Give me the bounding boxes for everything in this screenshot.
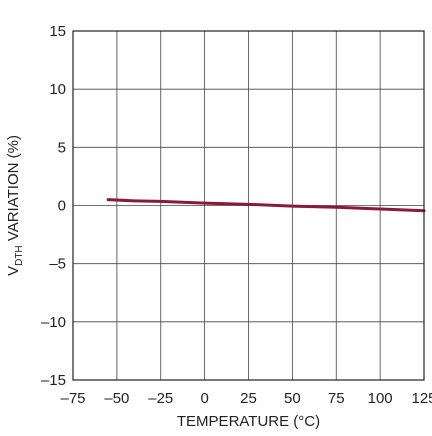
y-axis-label-main: V <box>5 266 22 276</box>
x-tick-label: –75 <box>60 390 85 407</box>
y-axis-label: VDTH VARIATION (%) <box>5 135 25 276</box>
series-lines <box>106 198 426 213</box>
x-tick-label: 0 <box>200 390 208 407</box>
x-tick-label: 50 <box>284 390 301 407</box>
x-tick-label: 100 <box>368 390 393 407</box>
y-tick-labels: –15 –10 –5 0 5 10 15 <box>41 23 66 389</box>
y-tick-label: –10 <box>41 314 66 331</box>
y-axis-label-sub: DTH <box>14 245 25 266</box>
y-axis-label-rest: VARIATION (%) <box>5 135 22 245</box>
plot-frame <box>72 30 425 381</box>
x-tick-label: 75 <box>328 390 345 407</box>
x-tick-label: –50 <box>104 390 129 407</box>
y-tick-label: 10 <box>49 81 66 98</box>
y-tick-label: –5 <box>49 256 66 273</box>
y-tick-label: –15 <box>41 372 66 389</box>
x-axis-label: TEMPERATURE (°C) <box>177 413 320 430</box>
x-tick-label: 125 <box>411 390 432 407</box>
x-tick-label: –25 <box>148 390 173 407</box>
y-tick-label: 15 <box>49 23 66 40</box>
x-tick-label: 25 <box>240 390 257 407</box>
y-tick-label: 5 <box>58 139 66 156</box>
x-tick-labels: –75 –50 –25 0 25 50 75 100 125 <box>60 390 432 407</box>
y-tick-label: 0 <box>58 198 66 215</box>
series-line <box>106 198 426 213</box>
